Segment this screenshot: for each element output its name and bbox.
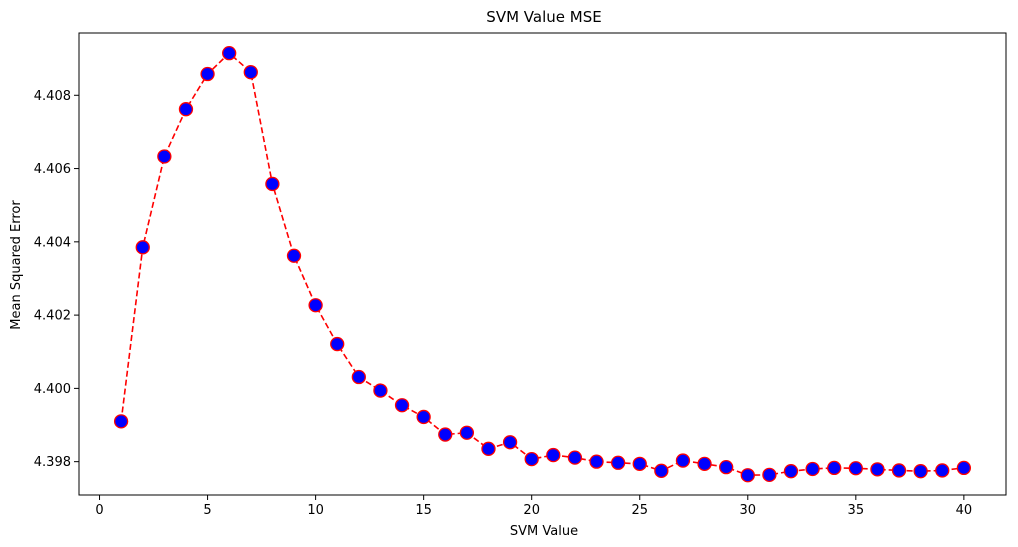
data-point [459, 425, 475, 440]
data-point [308, 298, 323, 313]
data-point [416, 409, 431, 425]
data-point [351, 369, 366, 385]
x-tick-label: 40 [956, 503, 973, 518]
data-point [848, 461, 863, 476]
data-point [762, 467, 777, 482]
y-tick-label: 4.408 [34, 89, 71, 104]
data-point [481, 441, 496, 456]
data-point [610, 455, 626, 470]
data-point [654, 463, 669, 478]
data-point [719, 460, 734, 475]
series-layer [113, 46, 972, 483]
data-point [891, 463, 907, 478]
data-point [157, 149, 172, 164]
data-point [956, 460, 972, 476]
x-tick-label: 30 [740, 503, 757, 518]
data-point [589, 454, 604, 469]
data-point [740, 468, 755, 483]
x-axis-label: SVM Value [510, 524, 578, 539]
data-point [870, 462, 885, 477]
y-tick-label: 4.404 [34, 235, 71, 250]
x-tick-label: 20 [523, 503, 540, 518]
x-tick-label: 15 [415, 503, 432, 518]
y-tick-label: 4.402 [34, 309, 71, 324]
data-point [913, 464, 928, 479]
y-tick-label: 4.406 [34, 162, 71, 177]
data-point [524, 451, 539, 467]
data-point [394, 398, 410, 413]
x-tick-label: 0 [95, 503, 103, 518]
y-axis-label: Mean Squared Error [9, 200, 24, 330]
data-point [632, 456, 647, 472]
data-point [373, 383, 388, 398]
x-axis: 0 5 10 15 20 25 30 35 40 [95, 495, 972, 518]
data-point [935, 463, 950, 478]
x-tick-label: 5 [203, 503, 211, 518]
data-point [135, 240, 150, 255]
y-tick-label: 4.398 [34, 455, 71, 470]
data-point [243, 65, 258, 80]
data-point [222, 46, 237, 61]
data-point [200, 66, 215, 82]
data-point [502, 435, 518, 450]
data-point [827, 460, 842, 476]
y-tick-label: 4.400 [34, 382, 71, 397]
data-point [567, 450, 583, 465]
data-point [265, 176, 280, 192]
x-tick-label: 35 [848, 503, 865, 518]
data-point [697, 456, 712, 472]
series-line [120, 52, 964, 477]
plot-frame [78, 32, 1007, 496]
data-point [330, 336, 345, 352]
plot-area [78, 32, 1007, 496]
data-point [178, 102, 194, 117]
data-point [438, 427, 453, 442]
data-point [675, 453, 691, 468]
data-point [113, 414, 129, 429]
chart-title: SVM Value MSE [486, 8, 601, 26]
x-tick-label: 10 [307, 503, 324, 518]
y-axis: 4.398 4.400 4.402 4.404 4.406 4.408 [34, 89, 79, 470]
data-point [546, 447, 561, 463]
x-tick-label: 25 [631, 503, 648, 518]
data-point [783, 464, 799, 479]
data-point [805, 461, 820, 477]
data-point [286, 248, 302, 263]
